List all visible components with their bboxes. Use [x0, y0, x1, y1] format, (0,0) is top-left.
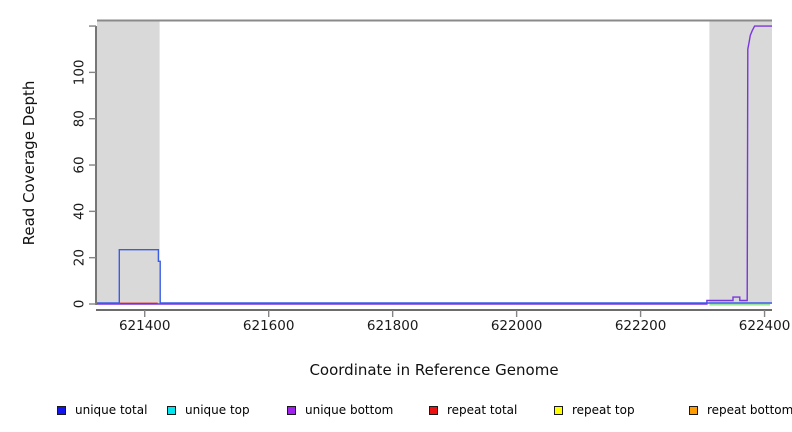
unique-bottom-swatch-icon: [287, 405, 296, 415]
x-tick-label: 622400: [739, 318, 791, 334]
legend-label: repeat total: [447, 403, 518, 417]
legend-label: unique top: [185, 403, 250, 417]
y-tick-label: 80: [72, 110, 88, 127]
repeat-total-swatch-icon: [429, 405, 438, 415]
series-unique-bottom: [97, 25, 772, 305]
legend: unique total unique top unique bottom re…: [0, 400, 792, 420]
legend-item-unique-bottom: unique bottom: [287, 400, 393, 420]
repeat-top-swatch-icon: [554, 405, 563, 415]
legend-label: unique bottom: [305, 403, 394, 417]
y-tick-label: 60: [72, 156, 88, 173]
x-tick-label: 621400: [119, 318, 171, 334]
legend-label: repeat top: [572, 403, 635, 417]
x-tick-label: 622000: [491, 318, 543, 334]
legend-item-unique-top: unique top: [167, 400, 250, 420]
legend-item-repeat-bottom: repeat bottom: [689, 400, 792, 420]
x-tick-label: 622200: [615, 318, 667, 334]
legend-item-unique-total: unique total: [57, 400, 147, 420]
y-tick-label: 20: [72, 249, 88, 266]
y-axis-title: Read Coverage Depth: [20, 80, 38, 246]
y-tick-label: 100: [72, 59, 88, 85]
repeat-bottom-swatch-icon: [689, 405, 698, 415]
x-axis-title: Coordinate in Reference Genome: [309, 361, 559, 379]
y-tick-label: 0: [72, 300, 88, 309]
y-tick-label: 40: [72, 203, 88, 220]
legend-label: unique total: [75, 403, 148, 417]
unique-total-swatch-icon: [57, 405, 66, 415]
shaded-region: [97, 20, 160, 304]
x-tick-label: 621600: [243, 318, 295, 334]
legend-item-repeat-top: repeat top: [554, 400, 635, 420]
shaded-region: [709, 20, 772, 304]
legend-item-repeat-total: repeat total: [429, 400, 517, 420]
series-unique-total: [97, 248, 772, 304]
x-tick-label: 621800: [367, 318, 419, 334]
unique-top-swatch-icon: [167, 405, 176, 415]
legend-label: repeat bottom: [707, 403, 792, 417]
